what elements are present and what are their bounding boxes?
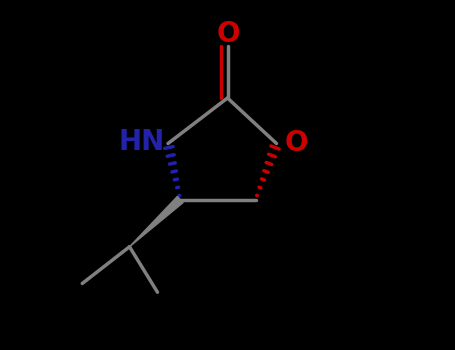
Text: O: O [217,20,240,48]
Text: O: O [285,129,308,157]
Polygon shape [130,196,183,247]
Text: HN: HN [119,128,165,156]
